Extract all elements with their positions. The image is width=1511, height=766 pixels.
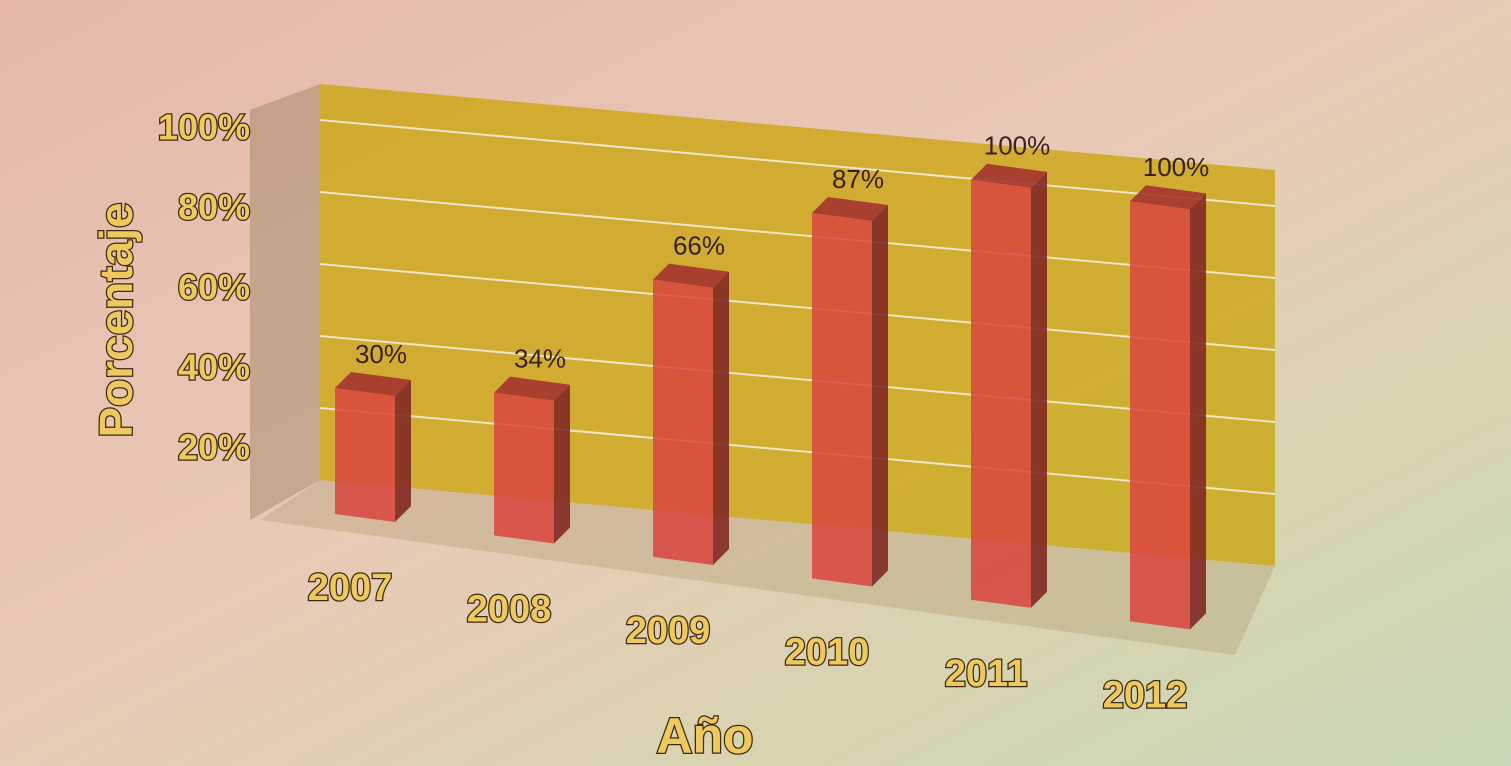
grid-line bbox=[319, 335, 1276, 423]
bar-side bbox=[1190, 193, 1206, 630]
bar bbox=[653, 279, 713, 565]
x-tick-label: 2011 bbox=[945, 653, 1027, 695]
bar-top bbox=[812, 196, 888, 222]
bar-top bbox=[494, 376, 570, 401]
value-label: 34% bbox=[514, 343, 566, 373]
y-tick-label: 80% bbox=[178, 187, 250, 228]
bar-side bbox=[395, 380, 411, 523]
bar-side bbox=[1031, 171, 1047, 608]
bar-top bbox=[653, 263, 729, 288]
y-tick-label: 100% bbox=[158, 107, 250, 148]
y-axis-title: Porcentaje bbox=[90, 202, 142, 437]
grid-line bbox=[319, 263, 1276, 351]
bar bbox=[812, 212, 872, 587]
y-tick-label: 60% bbox=[178, 267, 250, 308]
y-tick-label: 40% bbox=[178, 347, 250, 388]
bar bbox=[1130, 201, 1190, 630]
bar-top bbox=[971, 163, 1047, 188]
y-tick-label: 20% bbox=[178, 427, 250, 468]
grid-line bbox=[319, 191, 1276, 279]
value-label: 30% bbox=[355, 339, 407, 369]
side-wall bbox=[250, 84, 320, 520]
value-label: 66% bbox=[673, 231, 725, 261]
x-axis-title: Año bbox=[656, 708, 753, 764]
grid-line bbox=[319, 407, 1276, 495]
x-tick-label: 2008 bbox=[467, 588, 552, 630]
x-tick-label: 2010 bbox=[785, 631, 870, 673]
x-tick-label: 2012 bbox=[1103, 674, 1188, 716]
bar-top bbox=[1130, 185, 1206, 210]
x-tick-label: 2007 bbox=[308, 567, 393, 609]
bar bbox=[971, 179, 1031, 608]
x-tick-label: 2009 bbox=[626, 610, 711, 652]
grid-line bbox=[319, 119, 1276, 207]
bar bbox=[494, 392, 554, 544]
bar bbox=[335, 387, 395, 523]
bar-top bbox=[335, 371, 411, 397]
value-label: 100% bbox=[1143, 152, 1210, 182]
bar-side bbox=[554, 384, 570, 544]
value-label: 100% bbox=[984, 131, 1051, 161]
bar-side bbox=[713, 271, 729, 565]
bar-side bbox=[872, 205, 888, 587]
value-label: 87% bbox=[832, 164, 884, 194]
plot-area: 20% 40% 60% 80% 100% 30% 2007 34% 2008 66% 2009 87%… bbox=[157, 84, 1276, 718]
